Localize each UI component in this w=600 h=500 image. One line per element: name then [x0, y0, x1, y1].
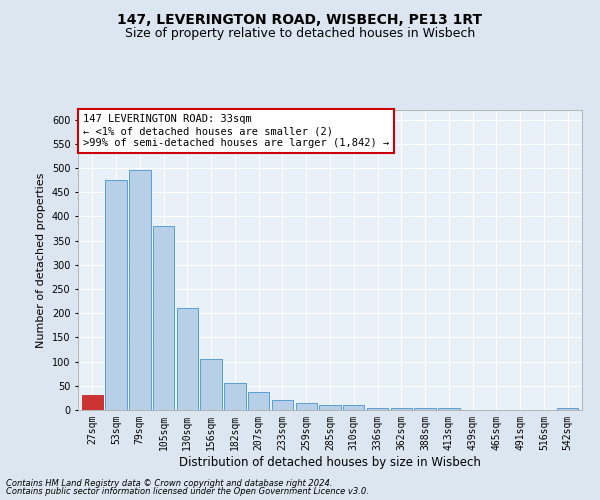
Bar	[224, 384, 245, 410]
Bar	[343, 405, 364, 410]
Bar	[391, 408, 412, 410]
Bar	[319, 405, 341, 410]
Bar	[82, 396, 103, 410]
Text: 147, LEVERINGTON ROAD, WISBECH, PE13 1RT: 147, LEVERINGTON ROAD, WISBECH, PE13 1RT	[118, 12, 482, 26]
Bar	[153, 226, 174, 410]
Bar	[557, 408, 578, 410]
Bar	[272, 400, 293, 410]
Bar	[106, 180, 127, 410]
Bar	[248, 392, 269, 410]
Bar	[200, 359, 222, 410]
Bar	[438, 408, 460, 410]
Y-axis label: Number of detached properties: Number of detached properties	[36, 172, 46, 348]
Bar	[367, 408, 388, 410]
Text: Contains public sector information licensed under the Open Government Licence v3: Contains public sector information licen…	[6, 487, 369, 496]
Text: Contains HM Land Registry data © Crown copyright and database right 2024.: Contains HM Land Registry data © Crown c…	[6, 478, 332, 488]
Bar	[129, 170, 151, 410]
Bar	[176, 308, 198, 410]
X-axis label: Distribution of detached houses by size in Wisbech: Distribution of detached houses by size …	[179, 456, 481, 468]
Bar	[296, 403, 317, 410]
Text: 147 LEVERINGTON ROAD: 33sqm
← <1% of detached houses are smaller (2)
>99% of sem: 147 LEVERINGTON ROAD: 33sqm ← <1% of det…	[83, 114, 389, 148]
Text: Size of property relative to detached houses in Wisbech: Size of property relative to detached ho…	[125, 28, 475, 40]
Bar	[415, 408, 436, 410]
